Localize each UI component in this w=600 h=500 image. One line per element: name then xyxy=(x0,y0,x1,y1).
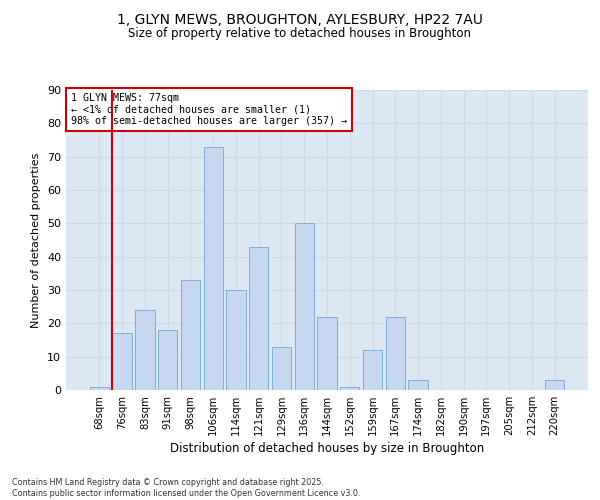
Bar xyxy=(272,346,291,390)
Bar xyxy=(181,280,200,390)
Bar xyxy=(249,246,268,390)
Bar xyxy=(135,310,155,390)
Bar xyxy=(317,316,337,390)
Text: 1 GLYN MEWS: 77sqm
← <1% of detached houses are smaller (1)
98% of semi-detached: 1 GLYN MEWS: 77sqm ← <1% of detached hou… xyxy=(71,93,347,126)
Bar xyxy=(158,330,178,390)
Y-axis label: Number of detached properties: Number of detached properties xyxy=(31,152,41,328)
Text: 1, GLYN MEWS, BROUGHTON, AYLESBURY, HP22 7AU: 1, GLYN MEWS, BROUGHTON, AYLESBURY, HP22… xyxy=(117,12,483,26)
Bar xyxy=(112,334,132,390)
Bar xyxy=(203,146,223,390)
X-axis label: Distribution of detached houses by size in Broughton: Distribution of detached houses by size … xyxy=(170,442,484,455)
Bar xyxy=(90,386,109,390)
Bar xyxy=(545,380,564,390)
Text: Size of property relative to detached houses in Broughton: Size of property relative to detached ho… xyxy=(128,28,472,40)
Bar xyxy=(226,290,245,390)
Bar xyxy=(386,316,405,390)
Bar xyxy=(295,224,314,390)
Bar xyxy=(340,386,359,390)
Bar xyxy=(409,380,428,390)
Bar xyxy=(363,350,382,390)
Text: Contains HM Land Registry data © Crown copyright and database right 2025.
Contai: Contains HM Land Registry data © Crown c… xyxy=(12,478,361,498)
